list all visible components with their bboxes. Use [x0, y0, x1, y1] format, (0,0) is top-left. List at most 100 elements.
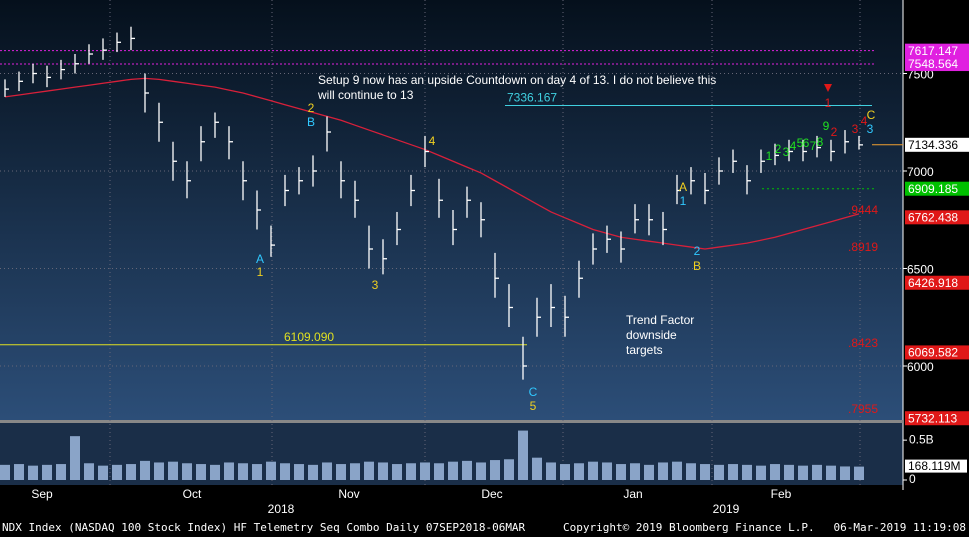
volume-bar — [70, 436, 80, 480]
copyright: Copyright© 2019 Bloomberg Finance L.P. — [563, 521, 815, 534]
setup-label: A — [679, 180, 687, 194]
volume-bar — [84, 463, 94, 480]
setup-label: B — [307, 115, 315, 129]
v-tick-label: 0 — [909, 472, 916, 486]
setup-label: 2 — [775, 142, 782, 156]
x-tick-label: Dec — [481, 487, 502, 501]
price-panel — [0, 0, 903, 420]
setup-label: 2 — [308, 101, 315, 115]
setup-label: 5 — [797, 136, 804, 150]
target-label: 6109.090 — [284, 330, 334, 344]
volume-bar — [56, 464, 66, 480]
volume-bar — [224, 462, 234, 480]
price-label: 7617.147 — [908, 44, 958, 58]
volume-bar — [28, 465, 38, 480]
volume-bar — [42, 464, 52, 480]
volume-bar — [336, 464, 346, 480]
volume-bar — [504, 459, 514, 480]
setup-label: 3 — [783, 145, 790, 159]
price-box — [905, 137, 969, 152]
volume-bar — [448, 461, 458, 480]
volume-bar — [196, 464, 206, 480]
volume-bar — [182, 463, 192, 480]
right-axis — [903, 0, 969, 490]
setup-label: 1 — [766, 149, 773, 163]
v-tick-label: 0.5B — [909, 432, 934, 446]
setup-label: C — [529, 385, 538, 399]
volume-last: 168.119M — [908, 459, 960, 473]
setup-label: 2 — [831, 125, 838, 139]
volume-bar — [392, 464, 402, 480]
arrow — [824, 84, 832, 92]
setup-label: B — [693, 259, 701, 273]
setup-label: 8 — [817, 135, 824, 149]
volume-bar — [0, 464, 10, 480]
setup-label: 4 — [861, 114, 868, 128]
volume-bar — [854, 466, 864, 480]
volume-bar — [560, 464, 570, 480]
volume-bar — [518, 430, 528, 480]
price-label: 5732.113 — [908, 411, 957, 425]
volume-bar — [630, 463, 640, 480]
setup-label: 2 — [694, 244, 701, 258]
x-tick-label: Sep — [31, 487, 53, 501]
volume-bar — [378, 462, 388, 480]
timestamp: 06-Mar-2019 11:19:08 — [834, 521, 966, 534]
price-box — [905, 411, 969, 426]
volume-bar — [98, 465, 108, 480]
price-box — [905, 275, 969, 290]
price-box — [905, 210, 969, 225]
x-tick-label: Jan — [623, 487, 642, 501]
x-tick-label: Oct — [183, 487, 202, 501]
volume-bar — [812, 464, 822, 480]
y-tick-label: 7500 — [907, 68, 934, 82]
volume-bar — [672, 461, 682, 480]
setup-label: 1 — [257, 265, 264, 279]
volume-bar — [714, 464, 724, 480]
volume-bar — [490, 460, 500, 480]
volume-bar — [112, 464, 122, 480]
annotation: Setup 9 now has an upside Countdown on d… — [317, 73, 716, 102]
volume-bar — [476, 462, 486, 480]
price-label: 7548.564 — [908, 57, 958, 71]
setup-label: 4 — [429, 134, 436, 148]
volume-bar — [728, 464, 738, 480]
volume-bar — [602, 462, 612, 480]
volume-bar — [280, 463, 290, 480]
price-box — [905, 345, 969, 360]
volume-bar — [770, 464, 780, 480]
price-label: 6426.918 — [908, 276, 958, 290]
price-box — [905, 43, 969, 58]
volume-bar — [700, 464, 710, 480]
volume-bar — [756, 465, 766, 480]
volume-last-box — [905, 459, 967, 473]
setup-label: 1 — [680, 194, 687, 208]
volume-bar — [616, 464, 626, 480]
volume-bar — [546, 462, 556, 480]
volume-bar — [210, 464, 220, 480]
price-box — [905, 181, 969, 196]
footer: NDX Index (NASDAQ 100 Stock Index) HF Te… — [2, 521, 526, 534]
setup-label: C — [867, 108, 876, 122]
volume-bar — [462, 460, 472, 480]
volume-bar — [658, 462, 668, 480]
trend-target: .8919 — [848, 240, 878, 254]
volume-bar — [14, 464, 24, 480]
volume-bar — [434, 463, 444, 480]
x-tick-label: Nov — [338, 487, 359, 501]
volume-bar — [126, 464, 136, 480]
annotation: Trend Factor downside targets — [626, 313, 694, 357]
volume-bar — [420, 462, 430, 480]
volume-bar — [798, 465, 808, 480]
setup-label: 5 — [530, 399, 537, 413]
volume-bar — [252, 464, 262, 480]
volume-bar — [364, 461, 374, 480]
setup-label: 3 — [372, 278, 379, 292]
volume-bar — [784, 464, 794, 480]
price-label: 6909.185 — [908, 182, 958, 196]
volume-bar — [294, 464, 304, 480]
divider — [0, 420, 903, 423]
volume-bar — [154, 462, 164, 480]
trend-target: .9444 — [848, 203, 878, 217]
moving-average — [4, 77, 860, 250]
